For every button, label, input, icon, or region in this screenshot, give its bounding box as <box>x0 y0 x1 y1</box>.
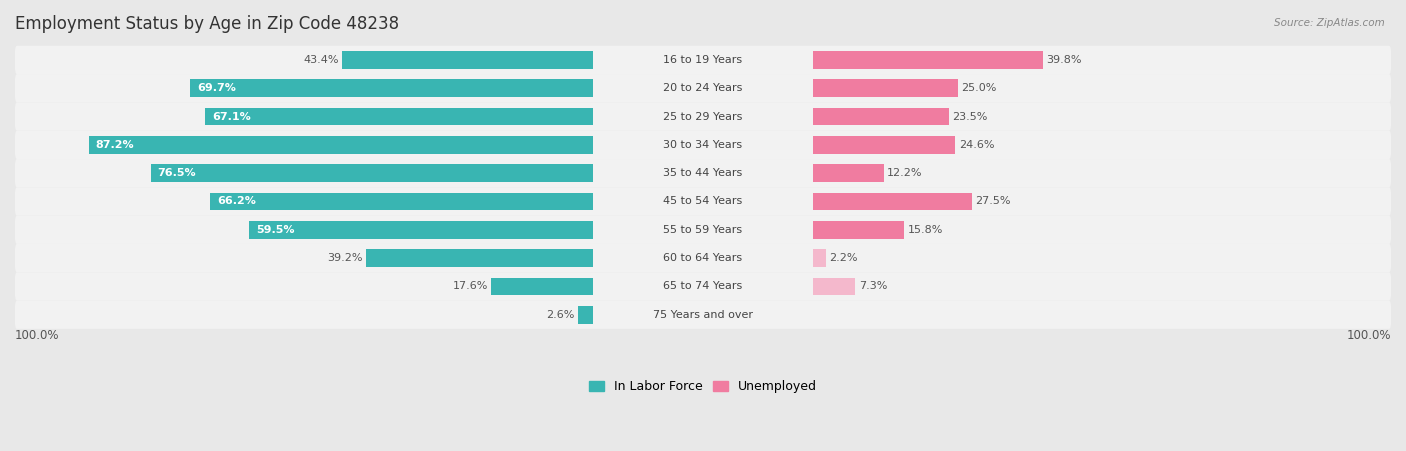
Bar <box>813 193 972 210</box>
FancyBboxPatch shape <box>15 46 1391 74</box>
Bar <box>89 136 593 154</box>
Text: 60 to 64 Years: 60 to 64 Years <box>664 253 742 263</box>
Text: 59.5%: 59.5% <box>256 225 294 235</box>
Bar <box>190 79 593 97</box>
Text: 17.6%: 17.6% <box>453 281 488 291</box>
Bar <box>813 278 855 295</box>
Text: 69.7%: 69.7% <box>197 83 236 93</box>
Bar <box>813 249 825 267</box>
Text: 43.4%: 43.4% <box>304 55 339 65</box>
Bar <box>813 108 949 125</box>
Text: 66.2%: 66.2% <box>217 197 256 207</box>
Bar <box>150 165 593 182</box>
FancyBboxPatch shape <box>15 102 1391 131</box>
Bar <box>813 51 1043 69</box>
Text: 25.0%: 25.0% <box>960 83 997 93</box>
FancyBboxPatch shape <box>15 244 1391 272</box>
Text: 30 to 34 Years: 30 to 34 Years <box>664 140 742 150</box>
Bar <box>211 193 593 210</box>
FancyBboxPatch shape <box>15 216 1391 244</box>
Legend: In Labor Force, Unemployed: In Labor Force, Unemployed <box>583 375 823 398</box>
Text: 20 to 24 Years: 20 to 24 Years <box>664 83 742 93</box>
Bar <box>813 165 883 182</box>
FancyBboxPatch shape <box>15 187 1391 216</box>
Text: 16 to 19 Years: 16 to 19 Years <box>664 55 742 65</box>
Text: 2.2%: 2.2% <box>830 253 858 263</box>
Text: 65 to 74 Years: 65 to 74 Years <box>664 281 742 291</box>
Text: Source: ZipAtlas.com: Source: ZipAtlas.com <box>1274 18 1385 28</box>
Text: 100.0%: 100.0% <box>15 329 59 341</box>
Text: 75 Years and over: 75 Years and over <box>652 310 754 320</box>
FancyBboxPatch shape <box>15 131 1391 159</box>
Bar <box>813 221 904 239</box>
FancyBboxPatch shape <box>15 272 1391 300</box>
Text: 100.0%: 100.0% <box>1347 329 1391 341</box>
Text: Employment Status by Age in Zip Code 48238: Employment Status by Age in Zip Code 482… <box>15 15 399 33</box>
Text: 45 to 54 Years: 45 to 54 Years <box>664 197 742 207</box>
Text: 12.2%: 12.2% <box>887 168 922 178</box>
Text: 27.5%: 27.5% <box>976 197 1011 207</box>
Bar <box>205 108 593 125</box>
Bar <box>342 51 593 69</box>
Text: 35 to 44 Years: 35 to 44 Years <box>664 168 742 178</box>
FancyBboxPatch shape <box>15 300 1391 329</box>
Text: 2.6%: 2.6% <box>546 310 575 320</box>
Text: 25 to 29 Years: 25 to 29 Years <box>664 111 742 122</box>
FancyBboxPatch shape <box>15 74 1391 102</box>
Bar <box>813 136 955 154</box>
Text: 39.2%: 39.2% <box>328 253 363 263</box>
Text: 23.5%: 23.5% <box>952 111 987 122</box>
Bar <box>578 306 593 323</box>
Bar <box>367 249 593 267</box>
Text: 39.8%: 39.8% <box>1046 55 1083 65</box>
Text: 76.5%: 76.5% <box>157 168 197 178</box>
Bar <box>249 221 593 239</box>
Text: 55 to 59 Years: 55 to 59 Years <box>664 225 742 235</box>
FancyBboxPatch shape <box>15 159 1391 187</box>
Text: 7.3%: 7.3% <box>859 281 887 291</box>
Text: 24.6%: 24.6% <box>959 140 994 150</box>
Bar <box>813 79 957 97</box>
Text: 67.1%: 67.1% <box>212 111 250 122</box>
Text: 87.2%: 87.2% <box>96 140 135 150</box>
Text: 15.8%: 15.8% <box>908 225 943 235</box>
Bar <box>491 278 593 295</box>
